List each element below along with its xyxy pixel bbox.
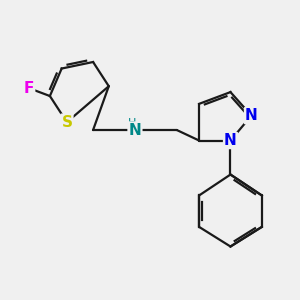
Text: N: N (224, 133, 237, 148)
Text: S: S (61, 115, 72, 130)
Text: N: N (245, 108, 258, 123)
Text: F: F (24, 81, 34, 96)
Text: N: N (129, 122, 141, 137)
Text: H: H (128, 118, 136, 128)
